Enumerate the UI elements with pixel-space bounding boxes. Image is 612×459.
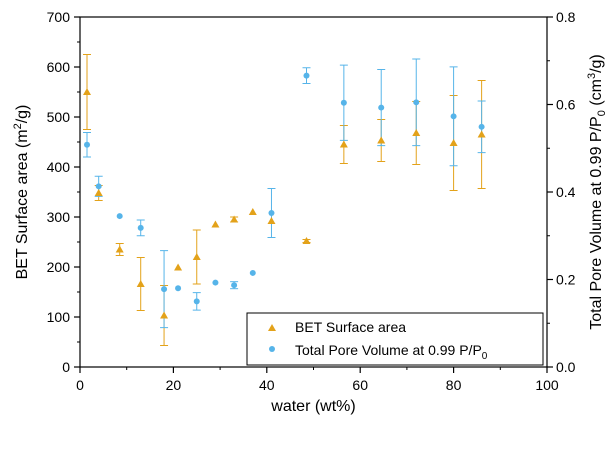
x-tick-label: 40	[259, 377, 275, 393]
y-left-axis-ticks: 0 100 200 300 400 500 600 700	[47, 9, 80, 375]
bet-data-point	[339, 140, 348, 148]
pore-volume-data-point	[95, 183, 102, 190]
pore-volume-data-point	[116, 213, 123, 220]
x-tick-label: 80	[446, 377, 462, 393]
bet-data-point	[192, 253, 201, 260]
pore-volume-data-point	[249, 269, 256, 276]
x-axis-ticks: 0 20 40 60 80 100	[76, 367, 559, 393]
y-left-axis-label: BET Surface area (m2/g)	[12, 105, 31, 280]
y-left-tick-label: 0	[62, 359, 70, 375]
bet-data-point	[174, 263, 183, 271]
data-markers	[83, 72, 486, 319]
legend-label-pore-volume: Total Pore Volume at 0.99 P/P0	[295, 342, 488, 362]
y-right-tick-label: 0.2	[556, 272, 576, 288]
bet-data-point	[267, 217, 276, 224]
y-left-tick-label: 600	[47, 59, 71, 75]
legend-label-bet: BET Surface area	[295, 319, 406, 335]
pore-volume-data-point	[84, 141, 91, 148]
bet-data-point	[160, 311, 169, 319]
bet-data-point	[477, 130, 486, 138]
pore-volume-data-point	[303, 72, 310, 79]
pore-volume-data-point	[268, 210, 275, 216]
bet-data-point	[115, 245, 124, 253]
bet-data-point	[248, 208, 257, 215]
bet-data-point	[449, 139, 458, 146]
bet-data-point	[211, 220, 220, 228]
y-left-tick-label: 400	[47, 159, 71, 175]
y-left-tick-label: 100	[47, 309, 71, 325]
pore-volume-data-point	[212, 279, 219, 286]
pore-volume-data-point	[413, 99, 420, 106]
legend: BET Surface area Total Pore Volume at 0.…	[246, 312, 544, 366]
pore-volume-data-point	[450, 113, 457, 120]
bet-data-point	[377, 136, 386, 144]
pore-volume-data-point	[340, 99, 347, 106]
y-right-tick-label: 0.4	[556, 184, 576, 200]
pore-volume-data-point	[231, 282, 238, 289]
x-tick-label: 60	[352, 377, 368, 393]
y-right-axis-label: Total Pore Volume at 0.99 P/P0 (cm3/g)	[586, 54, 608, 330]
x-tick-label: 100	[535, 377, 559, 393]
y-right-axis-ticks: 0.0 0.2 0.4 0.6 0.8	[547, 9, 576, 375]
pore-volume-data-point	[378, 104, 385, 111]
bet-data-point	[302, 237, 311, 244]
y-right-tick-label: 0.0	[556, 359, 576, 375]
bet-data-point	[412, 129, 421, 136]
pore-volume-data-point	[161, 286, 168, 293]
legend-marker-pore-volume	[269, 346, 275, 352]
y-right-tick-label: 0.8	[556, 9, 576, 25]
pore-volume-data-point	[193, 298, 200, 305]
x-tick-label: 20	[166, 377, 182, 393]
y-right-tick-label: 0.6	[556, 97, 576, 113]
y-left-tick-label: 300	[47, 209, 71, 225]
y-left-tick-label: 500	[47, 109, 71, 125]
pore-volume-data-point	[175, 285, 182, 292]
bet-data-point	[136, 280, 145, 287]
y-left-tick-label: 700	[47, 9, 71, 25]
pore-volume-data-point	[478, 123, 485, 130]
y-left-tick-label: 200	[47, 259, 71, 275]
pore-volume-data-point	[137, 224, 144, 231]
x-axis-label: water (wt%)	[270, 398, 355, 415]
x-tick-label: 0	[76, 377, 84, 393]
legend-marker-bet	[268, 324, 276, 331]
legend-box	[246, 312, 544, 366]
bet-data-point	[230, 215, 239, 223]
bet-data-point	[94, 189, 103, 196]
bet-data-point	[83, 88, 92, 95]
